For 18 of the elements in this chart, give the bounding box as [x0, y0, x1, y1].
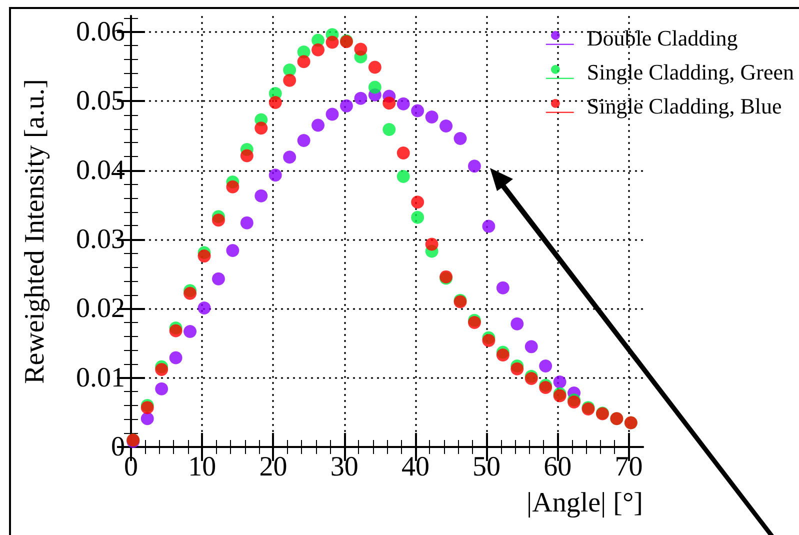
x-tick-label: 10: [188, 452, 216, 482]
x-tick-label: 40: [401, 452, 430, 482]
x-axis-title: |Angle| [°]: [526, 488, 643, 518]
y-tick-label: 0.02: [76, 293, 125, 324]
x-tick-label: 60: [544, 452, 572, 482]
y-tick-label: 0.06: [76, 16, 125, 48]
y-tick-label: 0.03: [76, 224, 125, 255]
legend-label: Single Cladding, Blue: [586, 94, 782, 118]
y-tick-label: 0.01: [76, 362, 125, 394]
y-axis-title: Reweighted Intensity [a.u.]: [20, 79, 50, 384]
y-tick-label: 0.05: [76, 86, 125, 117]
x-tick-label: 20: [259, 452, 288, 482]
x-tick-label: 30: [330, 452, 358, 482]
x-tick-label: 70: [614, 452, 643, 482]
legend-label: Single Cladding, Green: [586, 60, 794, 84]
y-tick-label: 0.04: [76, 154, 125, 186]
x-tick-label: 50: [472, 452, 501, 482]
legend-label: Double Cladding: [586, 26, 738, 50]
